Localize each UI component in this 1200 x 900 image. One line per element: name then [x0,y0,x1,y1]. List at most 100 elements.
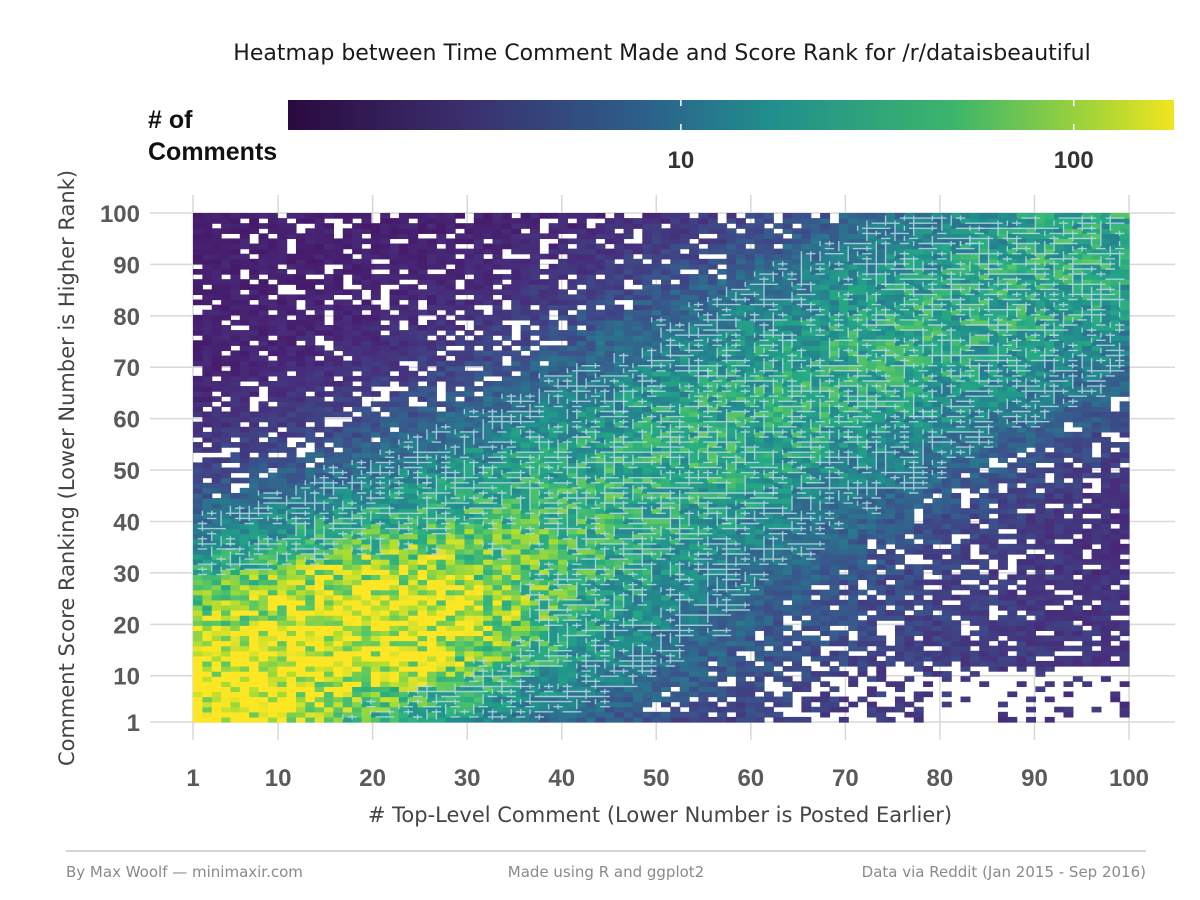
heatmap-cell [857,635,868,642]
heatmap-cell [932,655,943,662]
heatmap-cell [370,615,381,621]
heatmap-cell [707,538,718,545]
heatmap-cell [193,640,203,647]
heatmap-cell [314,711,325,718]
heatmap-cell [539,492,550,499]
heatmap-cell [979,640,990,647]
heatmap-cell [267,503,278,509]
heatmap-cell [735,554,746,560]
heatmap-cell [389,564,400,570]
heatmap-cell [857,528,868,535]
heatmap-cell [417,691,428,698]
heatmap-cell [988,660,999,667]
heatmap-cell [361,436,372,443]
heatmap-cell [511,594,522,601]
heatmap-cell [885,498,896,504]
heatmap-cell [820,543,831,550]
heatmap-cell [249,625,260,631]
heatmap-cell [829,696,840,703]
heatmap-cell [267,508,278,514]
heatmap-cell [445,513,456,519]
heatmap-cell [267,589,278,596]
heatmap-cell [436,467,447,474]
heatmap-cell [1044,559,1055,565]
heatmap-cell [567,681,578,687]
heatmap-cell [455,462,466,469]
heatmap-cell [352,599,363,606]
heatmap-cell [801,574,812,581]
heatmap-cell [754,543,765,550]
heatmap-cell [380,696,391,703]
heatmap-cell [576,447,587,453]
heatmap-cell [408,559,419,565]
heatmap-cell [979,543,990,550]
heatmap-cell [782,518,793,525]
heatmap-cell [623,594,634,601]
heatmap-cell [239,686,250,693]
heatmap-cell [820,538,831,545]
heatmap-cell [632,599,643,606]
heatmap-cell [820,660,831,667]
heatmap-cell [380,655,391,662]
heatmap-cell [230,513,241,519]
heatmap-cell [558,599,568,606]
heatmap-cell [389,528,400,535]
heatmap-cell [754,589,765,596]
heatmap-cell [361,559,372,565]
heatmap-cell [464,696,475,703]
heatmap-cell [398,666,409,672]
heatmap-cell [848,462,859,469]
heatmap-cell [258,457,269,464]
heatmap-cell [792,436,802,443]
heatmap-cell [492,625,503,631]
heatmap-cell [979,528,990,535]
heatmap-cell [1007,462,1018,469]
heatmap-cell [623,508,634,514]
heatmap-cell [511,548,522,555]
heatmap-cell [305,671,316,677]
heatmap-cell [352,615,363,621]
heatmap-cell [810,442,821,448]
heatmap-cell [202,696,213,703]
heatmap-cell [707,620,718,626]
heatmap-cell [277,492,288,499]
heatmap-cell [286,498,297,504]
heatmap-cell [380,513,391,519]
heatmap-cell [642,599,653,606]
heatmap-cell [342,706,353,713]
heatmap-cell [305,620,316,626]
heatmap-cell [230,706,241,713]
heatmap-cell [436,620,447,626]
heatmap-cell [801,528,812,535]
heatmap-cell [904,645,915,652]
heatmap-cell [801,477,812,484]
heatmap-cell [1035,579,1046,586]
heatmap-cell [408,681,419,687]
heatmap-cell [455,482,466,489]
heatmap-cell [427,574,437,581]
heatmap-cell [735,574,746,581]
heatmap-cell [277,701,288,708]
heatmap-cell [726,655,737,662]
heatmap-cell [1054,508,1065,514]
heatmap-cell [857,559,868,565]
heatmap-cell [623,554,634,560]
heatmap-cell [305,584,316,591]
heatmap-cell [763,543,774,550]
heatmap-cell [632,701,643,708]
heatmap-cell [483,625,494,631]
heatmap-cell [333,569,344,575]
heatmap-cell [576,589,587,596]
heatmap-cell [567,554,578,560]
heatmap-cell [1035,477,1046,484]
heatmap-cell [417,457,428,464]
heatmap-cell [483,457,494,464]
heatmap-cell [295,655,306,662]
heatmap-cell [857,666,868,672]
heatmap-cell [586,630,597,637]
heatmap-cell [558,492,568,499]
heatmap-cell [558,467,568,474]
heatmap-cell [352,543,363,550]
heatmap-cell [473,604,484,611]
heatmap-cell [455,671,466,677]
